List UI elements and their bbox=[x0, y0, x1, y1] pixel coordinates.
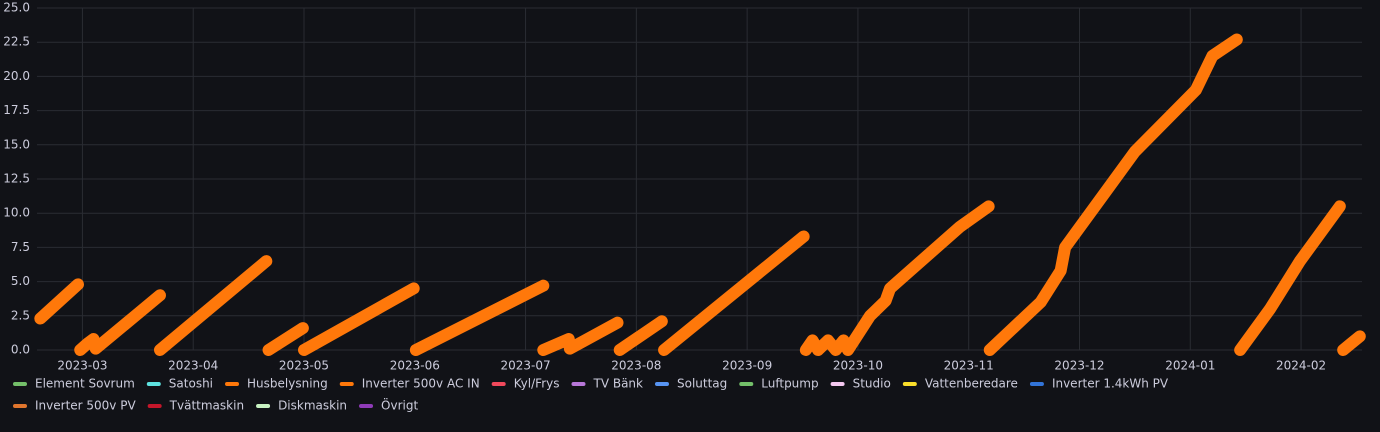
x-tick-label: 2024-01 bbox=[1165, 359, 1215, 373]
legend-item[interactable]: Övrigt bbox=[359, 397, 418, 413]
legend-label: Husbelysning bbox=[247, 377, 328, 391]
y-tick-label: 12.5 bbox=[3, 172, 30, 186]
legend-label: Inverter 500v PV bbox=[35, 399, 136, 413]
x-tick-label: 2023-05 bbox=[279, 359, 329, 373]
x-tick-label: 2023-10 bbox=[833, 359, 883, 373]
y-tick-label: 5.0 bbox=[11, 274, 30, 288]
y-tick-label: 25.0 bbox=[3, 1, 30, 15]
legend-label: Vattenberedare bbox=[925, 377, 1018, 391]
x-tick-label: 2023-06 bbox=[390, 359, 440, 373]
legend-label: TV Bänk bbox=[592, 377, 643, 391]
x-tick-label: 2023-09 bbox=[722, 359, 772, 373]
legend-item[interactable]: Luftpump bbox=[739, 377, 819, 391]
legend-item[interactable]: Inverter 1.4kWh PV bbox=[1029, 377, 1169, 391]
y-tick-label: 20.0 bbox=[3, 69, 30, 83]
legend-item[interactable]: Husbelysning bbox=[225, 377, 328, 391]
legend-item[interactable]: Satoshi bbox=[146, 377, 213, 391]
x-tick-label: 2023-07 bbox=[500, 359, 550, 373]
legend-item[interactable]: Inverter 500v AC IN bbox=[339, 377, 480, 391]
legend-label: Soluttag bbox=[677, 377, 727, 391]
y-tick-label: 10.0 bbox=[3, 206, 30, 220]
legend-item[interactable]: Soluttag bbox=[654, 377, 727, 391]
y-tick-label: 15.0 bbox=[3, 137, 30, 151]
y-tick-label: 0.0 bbox=[11, 343, 30, 357]
legend-item[interactable]: Kyl/Frys bbox=[491, 377, 560, 391]
x-tick-label: 2024-02 bbox=[1276, 359, 1326, 373]
y-tick-label: 2.5 bbox=[11, 308, 30, 322]
legend-label: Diskmaskin bbox=[278, 399, 347, 413]
legend-item[interactable]: Diskmaskin bbox=[256, 399, 347, 413]
y-tick-label: 17.5 bbox=[3, 103, 30, 117]
x-tick-label: 2023-03 bbox=[57, 359, 107, 373]
legend-label: Satoshi bbox=[169, 377, 213, 391]
legend-item[interactable]: Element Sovrum bbox=[13, 377, 135, 391]
legend-label: Kyl/Frys bbox=[514, 377, 560, 391]
y-tick-label: 22.5 bbox=[3, 35, 30, 49]
x-tick-label: 2023-04 bbox=[168, 359, 218, 373]
legend-label: Element Sovrum bbox=[35, 377, 135, 391]
legend-item[interactable]: Tvättmaskin bbox=[147, 399, 244, 413]
legend-label: Studio bbox=[853, 377, 891, 391]
legend-label: Inverter 500v AC IN bbox=[362, 377, 480, 391]
legend-item[interactable]: Inverter 500v PV bbox=[13, 399, 136, 413]
legend-label: Tvättmaskin bbox=[169, 399, 244, 413]
x-tick-label: 2023-08 bbox=[611, 359, 661, 373]
legend-item[interactable]: Vattenberedare bbox=[902, 377, 1018, 391]
legend-item[interactable]: Studio bbox=[830, 377, 891, 391]
legend-label: Luftpump bbox=[761, 377, 818, 391]
legend-item[interactable]: TV Bänk bbox=[571, 377, 643, 391]
y-tick-label: 7.5 bbox=[11, 240, 30, 254]
x-tick-label: 2023-11 bbox=[944, 359, 994, 373]
x-tick-label: 2023-12 bbox=[1054, 359, 1104, 373]
legend-label: Inverter 1.4kWh PV bbox=[1052, 377, 1169, 391]
legend-label: Övrigt bbox=[381, 397, 418, 413]
data-line bbox=[34, 33, 1366, 356]
